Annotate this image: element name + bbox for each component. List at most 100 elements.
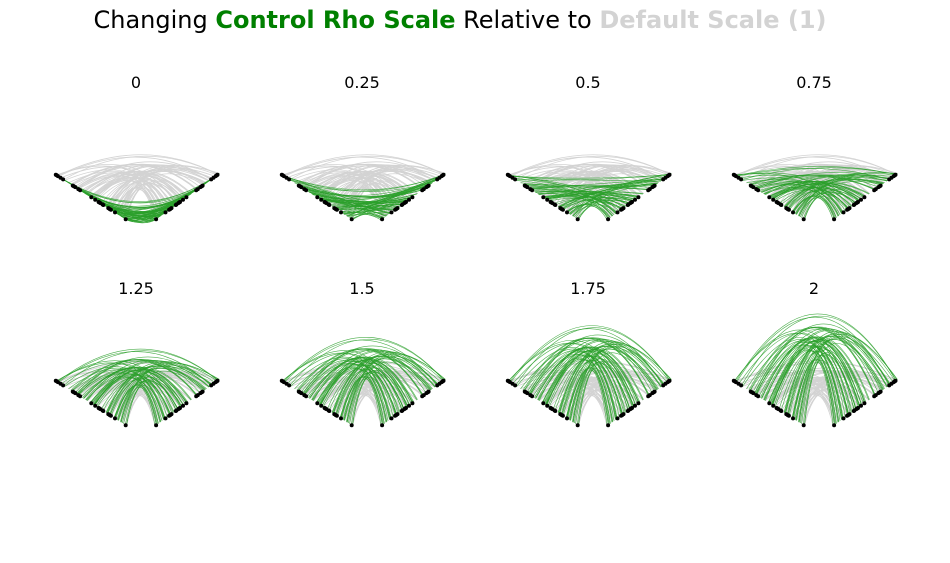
- node: [93, 403, 98, 408]
- control-arc: [785, 190, 849, 210]
- control-arc: [770, 328, 890, 405]
- axis-nodes: [279, 172, 446, 222]
- node: [666, 173, 671, 178]
- control-arc: [788, 188, 859, 211]
- node: [304, 394, 309, 399]
- node: [541, 195, 546, 200]
- axis-nodes: [731, 172, 898, 222]
- default-arc: [535, 376, 638, 405]
- node: [606, 423, 611, 428]
- control-arc: [516, 180, 617, 214]
- control-arc: [575, 361, 635, 424]
- control-arcs: [734, 166, 898, 221]
- node: [553, 409, 558, 413]
- node: [214, 379, 219, 384]
- node: [575, 217, 580, 222]
- node: [530, 188, 535, 193]
- node: [550, 407, 555, 411]
- node: [851, 203, 856, 207]
- control-arc: [333, 369, 397, 415]
- node: [636, 401, 641, 406]
- control-arc: [546, 349, 640, 406]
- control-arc: [83, 366, 186, 405]
- control-arc: [800, 353, 857, 424]
- node: [389, 210, 394, 215]
- panel-scale-label: 0.5: [575, 73, 601, 92]
- control-arc: [746, 179, 843, 214]
- control-arc: [784, 344, 865, 413]
- control-arc: [572, 345, 668, 423]
- node: [785, 207, 790, 211]
- control-arc: [792, 360, 834, 427]
- node: [407, 197, 411, 202]
- node: [319, 197, 324, 202]
- node: [559, 207, 564, 211]
- node: [394, 413, 399, 417]
- node: [287, 177, 292, 182]
- control-arc: [301, 348, 430, 394]
- control-arc: [309, 356, 412, 405]
- node: [296, 183, 301, 188]
- node: [89, 401, 94, 406]
- node: [54, 173, 59, 178]
- control-arc: [126, 370, 205, 426]
- node: [327, 409, 332, 413]
- default-arc: [126, 379, 205, 426]
- control-arc: [769, 183, 861, 201]
- control-arc: [561, 345, 662, 416]
- node: [287, 383, 292, 388]
- control-arc: [798, 197, 835, 220]
- default-arc: [105, 176, 187, 208]
- node: [389, 416, 394, 421]
- control-arc: [549, 198, 615, 216]
- control-arc: [331, 355, 433, 413]
- control-arc: [753, 326, 882, 394]
- default-arc: [92, 164, 212, 199]
- control-arc: [71, 369, 164, 420]
- control-arc: [761, 336, 864, 405]
- default-arc: [96, 180, 163, 216]
- control-arc: [578, 184, 657, 220]
- control-arc: [74, 359, 201, 394]
- panel-scale-label: 1.75: [570, 279, 606, 298]
- node: [380, 423, 385, 428]
- node: [181, 403, 185, 408]
- control-arc: [543, 350, 635, 407]
- control-arc: [561, 359, 627, 416]
- node: [200, 389, 205, 394]
- node: [78, 394, 83, 399]
- node: [506, 379, 511, 384]
- node: [841, 210, 846, 215]
- node: [756, 394, 761, 399]
- node: [846, 413, 851, 417]
- control-arc: [529, 334, 664, 396]
- control-arc: [742, 337, 843, 420]
- node: [399, 203, 404, 207]
- control-arc: [561, 180, 662, 210]
- node: [801, 217, 806, 222]
- control-arc: [352, 184, 431, 220]
- default-arc: [110, 179, 181, 211]
- control-arc: [94, 369, 188, 406]
- control-arc: [85, 367, 187, 404]
- node: [859, 403, 863, 408]
- control-arc: [539, 338, 662, 401]
- control-arc: [535, 190, 638, 199]
- node: [173, 203, 178, 207]
- control-arc: [800, 191, 857, 218]
- node: [559, 413, 564, 417]
- hive-panel: 1.75: [498, 279, 678, 459]
- node: [620, 207, 625, 211]
- control-arc: [123, 378, 183, 424]
- control-arc: [352, 361, 431, 426]
- node: [545, 403, 550, 408]
- node: [181, 197, 185, 202]
- node: [410, 401, 415, 406]
- node: [767, 401, 772, 406]
- panel-scale-label: 2: [808, 279, 820, 298]
- control-arc: [526, 338, 653, 394]
- control-arc: [77, 368, 174, 413]
- default-arc: [529, 161, 664, 190]
- node: [513, 383, 518, 388]
- node: [113, 416, 117, 421]
